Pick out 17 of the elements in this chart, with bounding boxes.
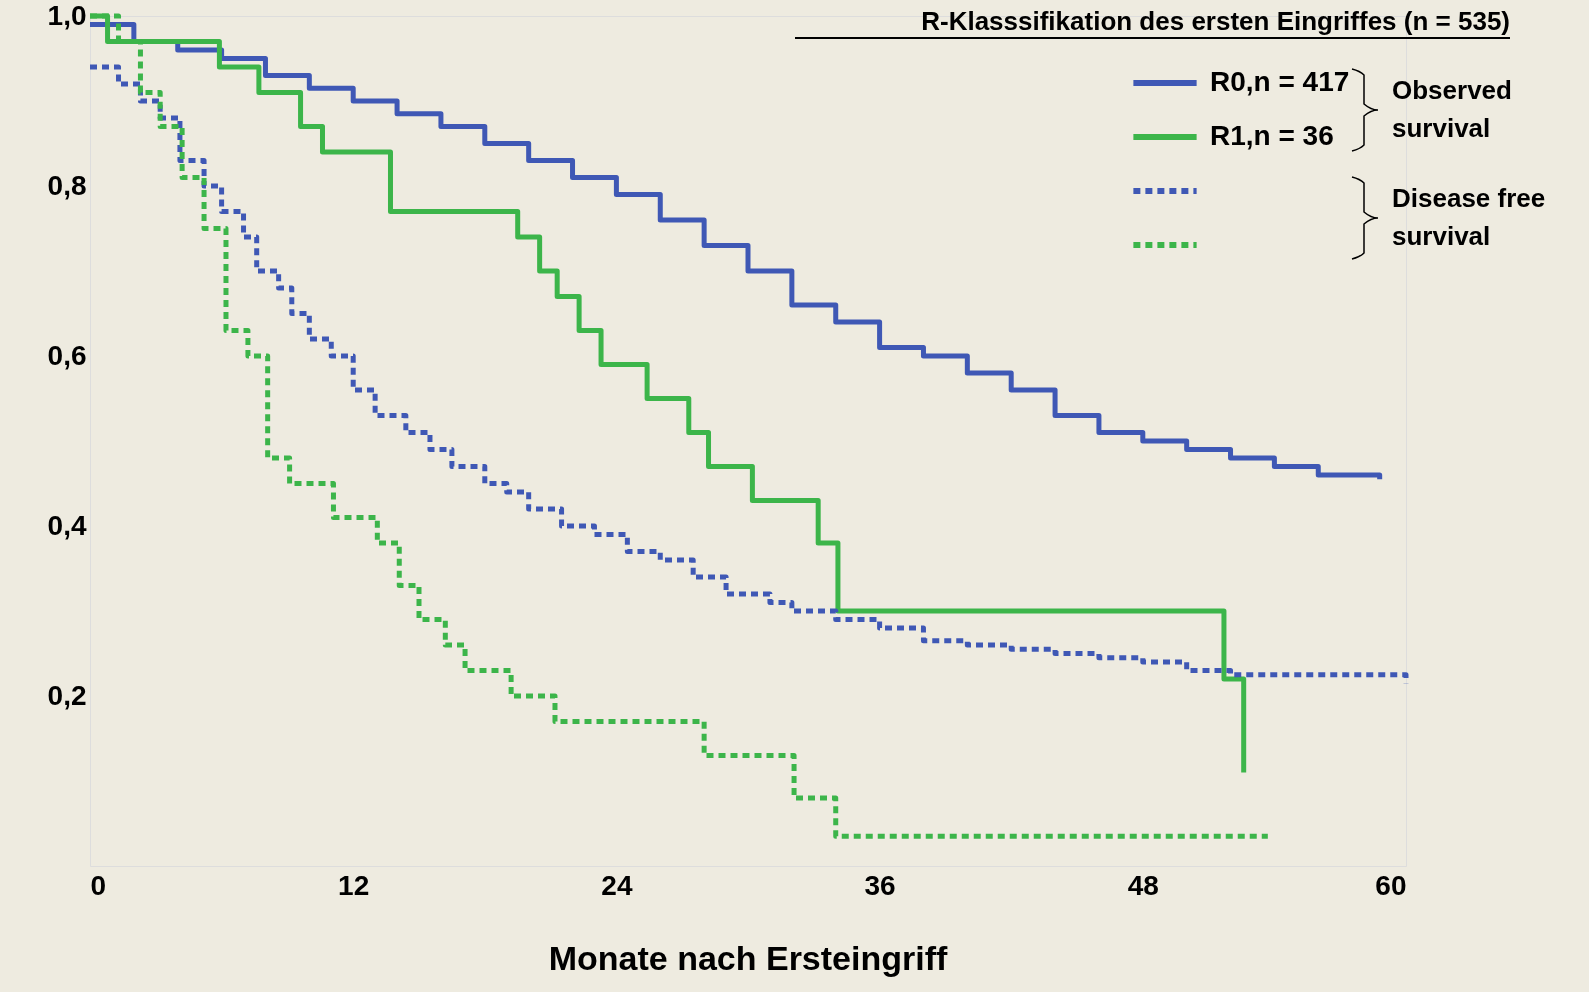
legend-title: R-Klasssifikation des ersten Eingriffes (n = 535) [921, 6, 1510, 36]
legend-label: R0,n = 417 [1210, 66, 1350, 97]
x-axis-title: Monate nach Ersteingriff [548, 939, 948, 977]
y-tick-label: 0,8 [47, 169, 87, 201]
y-tick-label: 0,4 [47, 509, 87, 541]
x-tick-label: 24 [601, 869, 633, 901]
x-tick-label: 48 [1127, 869, 1159, 901]
annotation: Disease free survival [1392, 183, 1546, 251]
y-tick-label: 0,2 [47, 679, 87, 711]
y-tick-label: 1,0 [47, 0, 87, 31]
legend-label: R1,n = 36 [1210, 120, 1334, 151]
x-tick-label: 36 [864, 869, 896, 901]
annotation: Observed survival [1392, 75, 1512, 143]
x-tick-label: 0 [90, 869, 107, 901]
x-tick-label: 12 [338, 869, 370, 901]
y-tick-label: 0,6 [47, 339, 87, 371]
x-tick-label: 60 [1375, 869, 1407, 901]
